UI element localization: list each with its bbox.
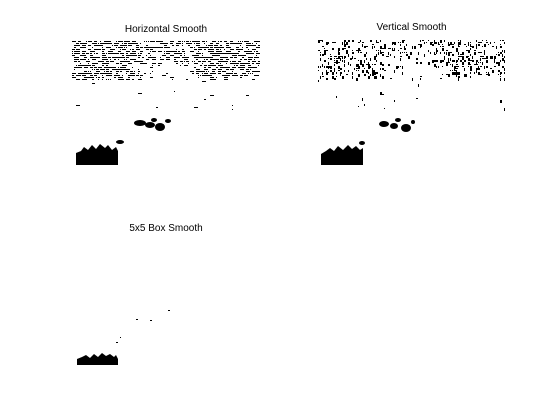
dark-region (76, 144, 118, 165)
panel-vertical-smooth: Vertical Smooth (318, 20, 505, 167)
speckles (116, 310, 170, 343)
panel-box-smooth: 5x5 Box Smooth (72, 221, 260, 367)
horizontal-smooth-image (72, 41, 260, 165)
panel-title: Vertical Smooth (376, 22, 447, 33)
rock-cluster (116, 118, 171, 144)
dark-region (321, 145, 363, 165)
box-smooth-image (77, 310, 170, 365)
panel-title: 5x5 Box Smooth (129, 223, 203, 234)
dark-region (77, 353, 118, 365)
panel-title: Horizontal Smooth (124, 24, 208, 35)
vertical-smooth-image (318, 40, 505, 165)
panel-horizontal-smooth: Horizontal Smooth (72, 22, 260, 167)
rock-cluster (359, 118, 415, 145)
